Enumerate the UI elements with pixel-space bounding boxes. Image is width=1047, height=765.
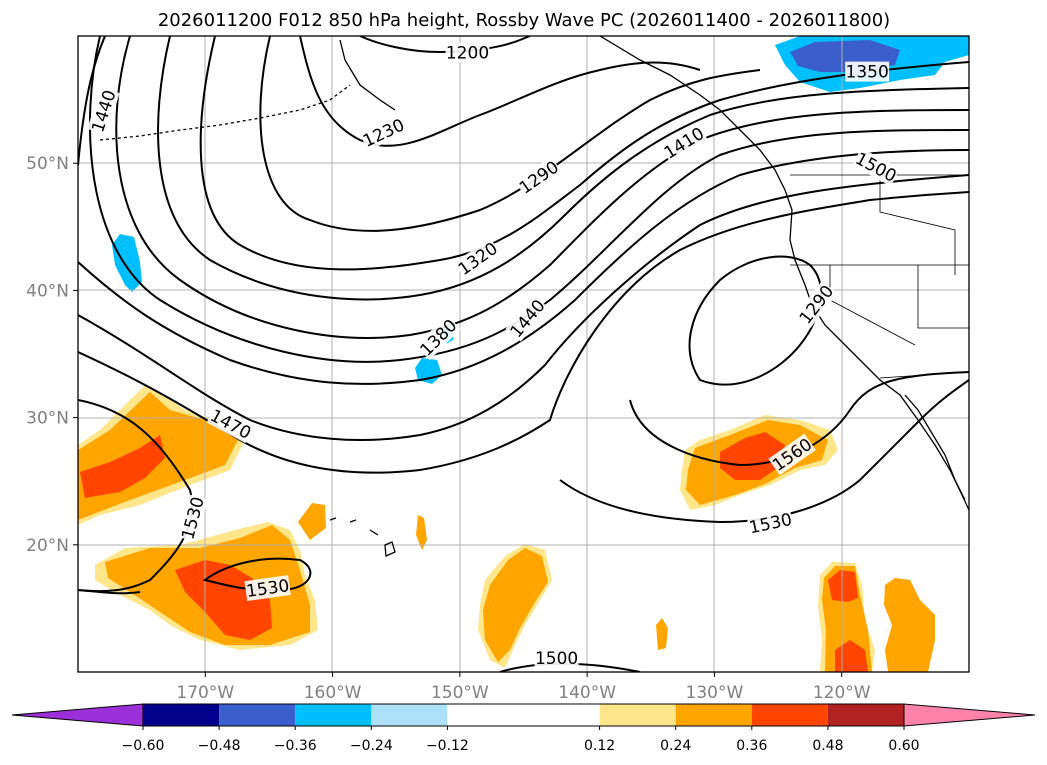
contour-label-halo	[534, 648, 579, 669]
contour-1290-east	[688, 255, 822, 386]
anomaly-west-south-peak	[175, 560, 272, 640]
colorbar-frame	[142, 703, 905, 727]
colorbar-tick-label: 0.36	[736, 738, 767, 754]
anomaly-east-center-peak	[720, 432, 785, 480]
contour-label-text: 1350	[846, 63, 889, 83]
colorbar-tick-label: −0.24	[350, 738, 393, 754]
contour-label-halo	[746, 508, 795, 538]
hawaii-islands	[329, 517, 396, 557]
x-tick-label: 150°W	[431, 683, 489, 703]
colorbar-tick-label: −0.36	[274, 738, 317, 754]
contour-1200	[359, 36, 531, 54]
colorbar-segment	[447, 704, 600, 726]
colorbar-tick-label: 0.24	[660, 738, 691, 754]
contour-1350	[157, 36, 969, 301]
contour-label-halo	[359, 114, 408, 152]
y-axis: 20°N 30°N 40°N 50°N	[26, 154, 78, 556]
coast-baja-gulf	[904, 394, 966, 501]
colorbar-tick-label: 0.48	[812, 738, 843, 754]
x-tick-label: 160°W	[304, 683, 362, 703]
contour-label-halo	[87, 87, 120, 136]
contour-1410	[89, 36, 969, 363]
contour-1440	[78, 36, 969, 385]
colorbar: −0.60 −0.48 −0.36 −0.24 −0.12 0.12 0.24 0.36 0.4…	[11, 703, 1036, 754]
x-axis: 170°W 160°W 150°W 140°W 130°W 120°W	[176, 672, 871, 703]
contour-1380	[115, 36, 969, 339]
height-contours	[78, 36, 969, 672]
y-tick-label: 20°N	[26, 536, 69, 556]
positive-anomaly-fills	[78, 385, 935, 672]
contour-label-halo	[206, 404, 255, 444]
contour-label-halo	[515, 156, 563, 199]
anomaly-small-2	[416, 515, 427, 550]
contour-1560-south	[78, 589, 141, 595]
colorbar-segment	[295, 704, 372, 726]
colorbar-tick-label: −0.48	[198, 738, 241, 754]
contour-1290	[259, 36, 761, 232]
colorbar-extend-high	[903, 703, 1036, 727]
colorbar-segment	[827, 704, 904, 726]
anomaly-small-1	[298, 503, 326, 540]
contour-label-text: 1200	[446, 44, 489, 64]
contour-label-text: 1500	[535, 649, 578, 669]
contour-label: 1500	[534, 648, 579, 669]
contour-label-halo	[794, 280, 838, 328]
anomaly-west-north-peak	[80, 435, 165, 498]
alaska-peninsula	[339, 39, 396, 111]
contour-1320	[199, 36, 969, 271]
x-tick-label: 170°W	[176, 683, 234, 703]
contour-label-halo	[244, 575, 291, 602]
map-area: 1440120012301290132013801410144013501500…	[78, 36, 969, 672]
anomaly-central-south-core	[483, 548, 548, 662]
contour-label: 1350	[845, 61, 890, 83]
contour-label-halo	[415, 314, 461, 361]
x-tick-label: 130°W	[686, 683, 744, 703]
contour-label-halo	[659, 122, 708, 163]
colorbar-segment	[675, 704, 752, 726]
colorbar-segment	[371, 704, 448, 726]
colorbar-tick-label: −0.12	[426, 738, 469, 754]
colorbar-segment	[219, 704, 296, 726]
y-tick-label: 50°N	[26, 154, 69, 174]
x-tick-label: 120°W	[813, 683, 871, 703]
anomaly-southeast-1-peak	[828, 570, 868, 672]
contour-1230	[299, 36, 701, 147]
anomaly-tiny-1	[656, 618, 668, 650]
contour-label-halo	[177, 494, 208, 542]
x-tick-label: 140°W	[558, 683, 616, 703]
contour-label-halo	[851, 147, 901, 187]
contour-1470	[78, 174, 969, 441]
chart-title: 2026011200 F012 850 hPa height, Rossby W…	[158, 10, 890, 31]
border-states	[790, 175, 969, 346]
contour-label: 1200	[445, 42, 490, 64]
contour-label-halo	[445, 42, 490, 63]
colorbar-tick-label: −0.60	[122, 738, 165, 754]
anomaly-southeast-2	[884, 578, 935, 672]
grid-lines	[78, 36, 969, 672]
colorbar-segment	[143, 704, 220, 726]
aleutian-chain	[99, 84, 351, 141]
coast-north-america	[599, 36, 969, 511]
map-frame	[77, 35, 970, 673]
colorbar-extend-low	[11, 703, 144, 727]
colorbar-segment	[599, 704, 676, 726]
coastlines	[99, 36, 969, 557]
contour-label-halo	[453, 237, 502, 280]
contour-label-halo	[845, 61, 890, 82]
colorbar-tick-label: 0.12	[584, 738, 615, 754]
y-tick-label: 40°N	[26, 281, 69, 301]
colorbar-tick-label: 0.60	[888, 738, 919, 754]
contour-label-halo	[768, 433, 816, 476]
y-tick-label: 30°N	[26, 409, 69, 429]
contour-label-halo	[505, 295, 550, 342]
contour-1530-east	[559, 379, 969, 524]
colorbar-segment	[751, 704, 828, 726]
